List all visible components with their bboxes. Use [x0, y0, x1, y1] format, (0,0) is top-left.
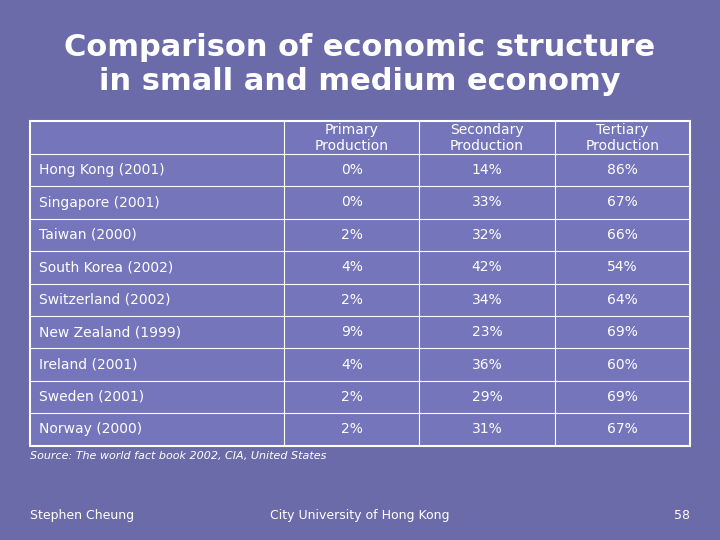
Text: 58: 58: [674, 509, 690, 522]
Text: 33%: 33%: [472, 195, 503, 210]
Text: 69%: 69%: [607, 325, 638, 339]
Text: 66%: 66%: [607, 228, 638, 242]
Text: Norway (2000): Norway (2000): [39, 422, 142, 436]
Text: 2%: 2%: [341, 293, 363, 307]
Text: City University of Hong Kong: City University of Hong Kong: [270, 509, 450, 522]
Text: 2%: 2%: [341, 228, 363, 242]
Text: 0%: 0%: [341, 195, 363, 210]
Text: 64%: 64%: [607, 293, 637, 307]
Text: 54%: 54%: [607, 260, 637, 274]
Text: 2%: 2%: [341, 422, 363, 436]
Text: 29%: 29%: [472, 390, 503, 404]
Text: Source: The world fact book 2002, CIA, United States: Source: The world fact book 2002, CIA, U…: [30, 451, 327, 461]
Text: Ireland (2001): Ireland (2001): [39, 357, 138, 372]
Text: 86%: 86%: [607, 163, 638, 177]
Text: 4%: 4%: [341, 260, 363, 274]
Text: Secondary
Production: Secondary Production: [450, 123, 524, 153]
Text: 9%: 9%: [341, 325, 363, 339]
Text: Tertiary
Production: Tertiary Production: [585, 123, 659, 153]
Text: Singapore (2001): Singapore (2001): [39, 195, 160, 210]
Text: New Zealand (1999): New Zealand (1999): [39, 325, 181, 339]
Text: Stephen Cheung: Stephen Cheung: [30, 509, 135, 522]
Bar: [30, 122, 690, 446]
Text: 31%: 31%: [472, 422, 503, 436]
Text: Primary
Production: Primary Production: [315, 123, 389, 153]
Text: 2%: 2%: [341, 390, 363, 404]
Text: Comparison of economic structure
in small and medium economy: Comparison of economic structure in smal…: [64, 33, 656, 96]
Text: 4%: 4%: [341, 357, 363, 372]
Text: 69%: 69%: [607, 390, 638, 404]
Text: 0%: 0%: [341, 163, 363, 177]
Text: Taiwan (2000): Taiwan (2000): [39, 228, 137, 242]
Text: 14%: 14%: [472, 163, 503, 177]
Text: 32%: 32%: [472, 228, 503, 242]
Text: 23%: 23%: [472, 325, 503, 339]
Text: South Korea (2002): South Korea (2002): [39, 260, 173, 274]
Text: 67%: 67%: [607, 195, 637, 210]
Text: Sweden (2001): Sweden (2001): [39, 390, 144, 404]
Text: 36%: 36%: [472, 357, 503, 372]
Text: 60%: 60%: [607, 357, 637, 372]
Text: 34%: 34%: [472, 293, 503, 307]
Text: 67%: 67%: [607, 422, 637, 436]
Text: Switzerland (2002): Switzerland (2002): [39, 293, 171, 307]
Text: 42%: 42%: [472, 260, 503, 274]
Text: Hong Kong (2001): Hong Kong (2001): [39, 163, 164, 177]
